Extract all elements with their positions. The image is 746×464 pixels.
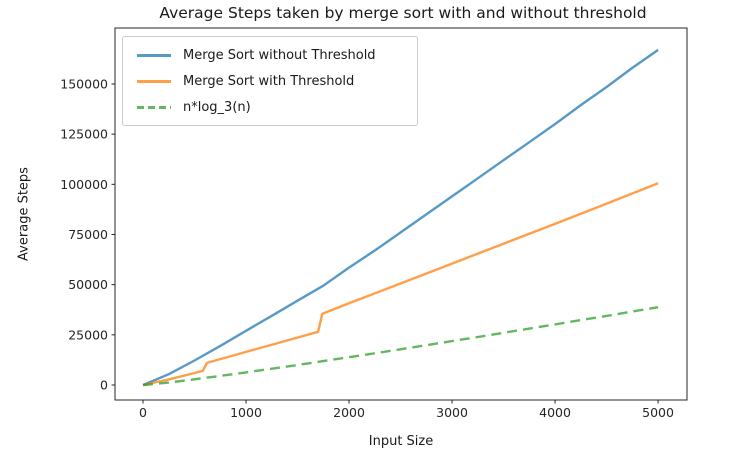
legend-label: Merge Sort without Threshold	[183, 47, 376, 63]
series-line	[142, 182, 659, 387]
x-tick-label: 3000	[436, 405, 468, 420]
y-tick-label: 25000	[68, 327, 108, 342]
series-line	[142, 48, 659, 387]
x-tick-label: 1000	[230, 405, 262, 420]
legend-label: Merge Sort with Threshold	[183, 73, 355, 89]
y-tick-label: 50000	[68, 277, 108, 292]
legend-line-swatch-icon	[137, 53, 171, 57]
x-tick-label: 5000	[642, 405, 674, 420]
chart-title: Average Steps taken by merge sort with a…	[159, 4, 647, 22]
y-tick-label: 0	[100, 377, 108, 392]
legend-item: Merge Sort with Threshold	[131, 68, 409, 94]
y-tick-label: 150000	[60, 76, 108, 91]
y-tick-label: 75000	[68, 227, 108, 242]
x-tick-label: 2000	[333, 405, 365, 420]
legend-line-swatch-icon	[137, 79, 171, 83]
x-tick-label: 4000	[539, 405, 571, 420]
y-axis-label: Average Steps	[16, 167, 32, 261]
series-line	[142, 306, 659, 387]
legend: Merge Sort without Threshold Merge Sort …	[122, 36, 418, 126]
legend-item: n*log_3(n)	[131, 94, 409, 120]
legend-item: Merge Sort without Threshold	[131, 42, 409, 68]
y-tick-label: 125000	[60, 127, 108, 142]
legend-label: n*log_3(n)	[183, 99, 251, 115]
plot-border	[114, 27, 688, 401]
x-axis-label: Input Size	[368, 434, 434, 449]
legend-line-swatch-icon	[137, 105, 171, 109]
x-tick-label: 0	[139, 405, 147, 420]
y-tick-label: 100000	[60, 177, 108, 192]
